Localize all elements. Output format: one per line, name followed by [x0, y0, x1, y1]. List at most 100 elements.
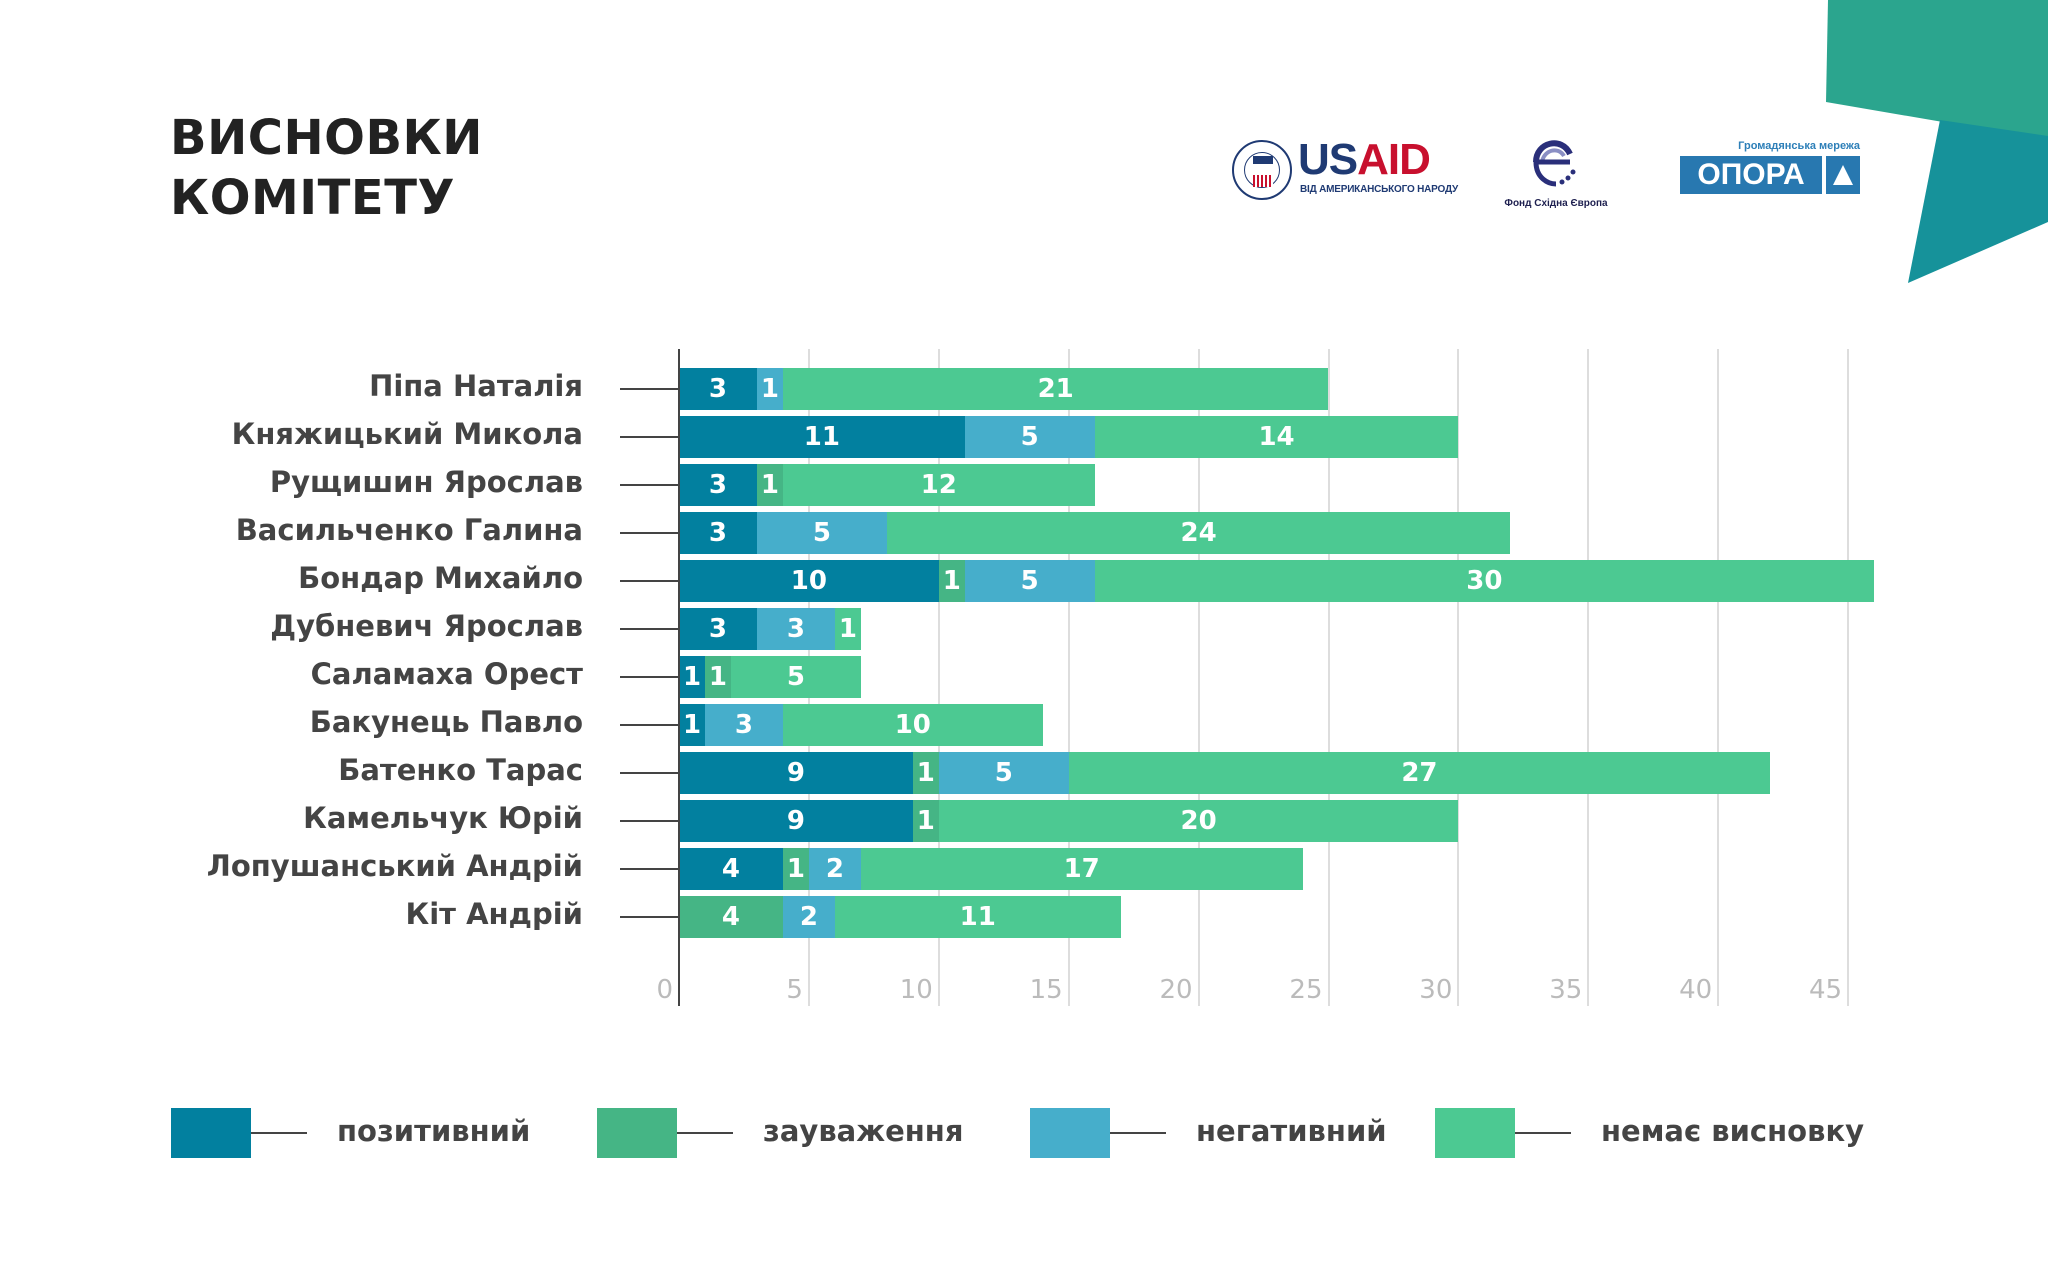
- bar-value-label: 30: [1466, 566, 1503, 596]
- bar-value-label: 1: [916, 806, 935, 836]
- bar-value-label: 1: [708, 662, 727, 692]
- bar-value-label: 2: [799, 902, 818, 932]
- gridline: [1847, 349, 1850, 1006]
- bar-segment-none: 30: [1094, 560, 1875, 602]
- bar-value-label: 5: [994, 758, 1013, 788]
- x-tick-label: 30: [1419, 975, 1453, 1005]
- gridline: [1587, 349, 1590, 1006]
- gridline: [1197, 349, 1200, 1006]
- bar-segment-none: 12: [782, 464, 1095, 506]
- category-tick-line: [620, 724, 679, 726]
- page-title: ВИСНОВКИ КОМІТЕТУ: [170, 108, 483, 228]
- usaid-seal-stripes: [1253, 175, 1273, 187]
- legend-swatch-remarks: [597, 1108, 677, 1158]
- bar-segment-negative: 5: [964, 560, 1095, 602]
- bar-segment-negative: 5: [756, 512, 887, 554]
- category-label: Саламаха Орест: [310, 657, 583, 691]
- bar-segment-positive: 4: [679, 848, 783, 890]
- gridline: [1327, 349, 1330, 1006]
- gridline: [1717, 349, 1720, 1006]
- legend-label-positive: позитивний: [337, 1114, 531, 1148]
- x-tick-label: 40: [1679, 975, 1713, 1005]
- bar-segment-positive: 9: [679, 752, 913, 794]
- bar-value-label: 3: [786, 614, 805, 644]
- category-label: Кіт Андрій: [405, 897, 583, 931]
- opora-tagline: Громадянська мережа: [1738, 140, 1860, 152]
- category-label: Дубневич Ярослав: [270, 609, 583, 643]
- bar-segment-none: 27: [1068, 752, 1771, 794]
- bar-value-label: 2: [825, 854, 844, 884]
- bar-segment-none: 1: [834, 608, 861, 650]
- bar-segment-negative: 1: [756, 368, 783, 410]
- bar-segment-remarks: 1: [704, 656, 731, 698]
- bar-value-label: 3: [708, 518, 728, 548]
- legend-label-none: немає висновку: [1601, 1114, 1865, 1148]
- bar-value-label: 27: [1401, 758, 1438, 788]
- bar-value-label: 5: [786, 662, 805, 692]
- x-tick-label: 35: [1549, 975, 1583, 1005]
- category-tick-line: [620, 484, 679, 486]
- bar-value-label: 1: [682, 710, 702, 740]
- bar-segment-negative: 2: [782, 896, 835, 938]
- category-tick-line: [620, 436, 679, 438]
- bar-segment-negative: 3: [756, 608, 835, 650]
- category-tick-line: [620, 772, 679, 774]
- category-tick-line: [620, 676, 679, 678]
- legend-swatch-none: [1435, 1108, 1515, 1158]
- bar-segment-none: 14: [1094, 416, 1459, 458]
- legend-label-remarks: зауваження: [763, 1114, 964, 1148]
- bar-value-label: 4: [721, 902, 740, 932]
- y-axis-line: [678, 349, 680, 1006]
- gridline: [1457, 349, 1460, 1006]
- bar-segment-positive: 11: [679, 416, 965, 458]
- bar-segment-remarks: 1: [938, 560, 965, 602]
- bar-segment-none: 24: [886, 512, 1511, 554]
- bar-value-label: 11: [803, 422, 840, 452]
- corner-shape-top: [1826, 0, 2048, 140]
- bar-value-label: 4: [721, 854, 740, 884]
- bar-segment-none: 10: [782, 704, 1043, 746]
- decorative-corner-shape: [1826, 0, 2048, 283]
- bar-segment-positive: 1: [679, 656, 705, 698]
- category-label: Лопушанський Андрій: [206, 849, 583, 883]
- category-tick-line: [620, 868, 679, 870]
- bar-value-label: 14: [1258, 422, 1295, 452]
- legend-connector-line: [1110, 1132, 1166, 1134]
- east-europe-foundation-logo: Фонд Східна Європа: [1496, 132, 1616, 212]
- east-europe-caption: Фонд Східна Європа: [1504, 198, 1608, 209]
- category-label: Княжицький Микола: [231, 417, 583, 451]
- usaid-subtitle: ВІД АМЕРИКАНСЬКОГО НАРОДУ: [1300, 184, 1459, 195]
- bar-value-label: 10: [790, 566, 827, 596]
- bar-value-label: 5: [1020, 566, 1039, 596]
- bar-value-label: 1: [760, 470, 779, 500]
- bar-value-label: 10: [894, 710, 931, 740]
- bar-segment-remarks: 1: [912, 752, 939, 794]
- x-tick-label: 15: [1029, 975, 1063, 1005]
- category-tick-line: [620, 580, 679, 582]
- x-tick-label: 45: [1809, 975, 1843, 1005]
- category-label: Рущишин Ярослав: [269, 465, 583, 499]
- bar-segment-remarks: 1: [912, 800, 939, 842]
- legend-connector-line: [1515, 1132, 1571, 1134]
- legend-label-negative: негативний: [1196, 1114, 1387, 1148]
- bar-segment-none: 21: [782, 368, 1329, 410]
- category-tick-line: [620, 628, 679, 630]
- bar-value-label: 5: [1020, 422, 1039, 452]
- bar-value-label: 1: [760, 374, 779, 404]
- legend-connector-line: [677, 1132, 733, 1134]
- bar-segment-positive: 10: [679, 560, 939, 602]
- bar-value-label: 9: [786, 758, 805, 788]
- bar-value-label: 1: [682, 662, 702, 692]
- bar-segment-none: 20: [938, 800, 1459, 842]
- title-line-2: КОМІТЕТУ: [170, 170, 455, 226]
- x-tick-label: 20: [1159, 975, 1193, 1005]
- bar-value-label: 1: [786, 854, 805, 884]
- bar-segment-none: 11: [834, 896, 1121, 938]
- usaid-wordmark: USAID: [1298, 136, 1431, 184]
- x-tick-label: 25: [1289, 975, 1323, 1005]
- opora-logo: Громадянська мережа ОПОРА: [1680, 140, 1860, 196]
- bar-value-label: 21: [1037, 374, 1074, 404]
- usaid-seal-icon: [1232, 140, 1292, 200]
- x-tick-label: 0: [656, 975, 673, 1005]
- bar-value-label: 3: [734, 710, 753, 740]
